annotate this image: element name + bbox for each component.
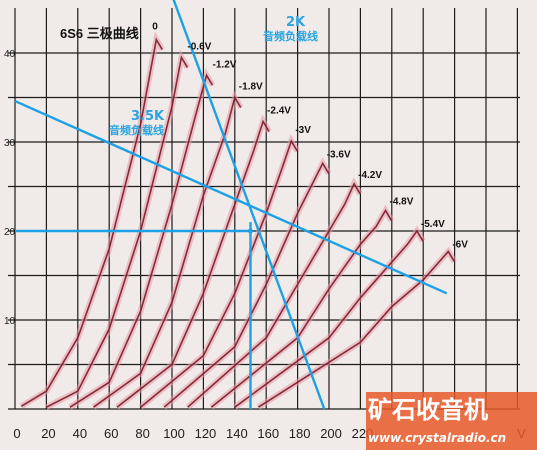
grid-bias-curve xyxy=(116,119,270,408)
curve-label: -4.2V xyxy=(358,170,382,181)
y-tick-label: 30 xyxy=(4,138,16,149)
x-tick-label: 160 xyxy=(257,426,279,441)
curve-label: -4.8V xyxy=(390,197,414,208)
load-lines xyxy=(14,0,448,410)
x-tick-label: 140 xyxy=(226,426,248,441)
grid-bias-curve xyxy=(163,161,330,408)
grid-bias-curve xyxy=(20,37,163,407)
operating-point-marker xyxy=(248,228,253,234)
load-line xyxy=(14,99,448,295)
x-tick-label: 40 xyxy=(73,426,87,441)
curve-label: -0.6V xyxy=(187,41,211,52)
x-tick-label: 120 xyxy=(195,426,217,441)
watermark-background xyxy=(366,392,537,450)
curve-label: 0 xyxy=(152,22,158,33)
x-tick-label: 180 xyxy=(289,426,311,441)
x-tick-label: 0 xyxy=(13,426,20,441)
curve-label: -6V xyxy=(452,239,468,250)
grid-bias-curve xyxy=(234,229,424,408)
grid-bias-curve xyxy=(257,250,456,408)
y-tick-label: 10 xyxy=(4,316,16,327)
x-tick-label: 60 xyxy=(104,426,118,441)
curve-label: -3V xyxy=(295,125,311,136)
x-tick-label: 100 xyxy=(163,426,185,441)
watermark: 矿石收音机 www.crystalradio.cn xyxy=(366,392,537,450)
x-tick-label: 80 xyxy=(135,426,149,441)
labels: 0-0.6V-1.2V-1.8V-2.4V-3V-3.6V-4.2V-4.8V-… xyxy=(152,22,468,251)
load-line-2k-sublabel: 音频负载线 xyxy=(263,29,318,43)
curves xyxy=(19,31,457,410)
grid-bias-curve xyxy=(187,182,361,408)
load-line-3-5k-label: 3.5K xyxy=(131,109,165,124)
grid-bias-curve xyxy=(69,73,214,408)
y-tick-label: 40 xyxy=(4,49,16,60)
curve-label: -3.6V xyxy=(327,149,351,160)
y-tick-label: 20 xyxy=(4,227,16,238)
curve-label: -1.8V xyxy=(239,82,263,93)
x-tick-label: 20 xyxy=(41,426,55,441)
load-line-2k-label: 2K xyxy=(286,15,306,30)
grid-bias-curve xyxy=(93,95,242,408)
curve-label: -2.4V xyxy=(267,106,291,117)
watermark-name: 矿石收音机 xyxy=(368,396,488,424)
x-tick-label: 200 xyxy=(320,426,342,441)
curve-label: -1.2V xyxy=(213,59,237,70)
curve-label: -5.4V xyxy=(421,219,445,230)
chart-title: 6S6 三极曲线 xyxy=(60,26,139,41)
watermark-url: www.crystalradio.cn xyxy=(368,431,506,445)
load-line-3-5k-sublabel: 音频负载线 xyxy=(109,123,164,137)
